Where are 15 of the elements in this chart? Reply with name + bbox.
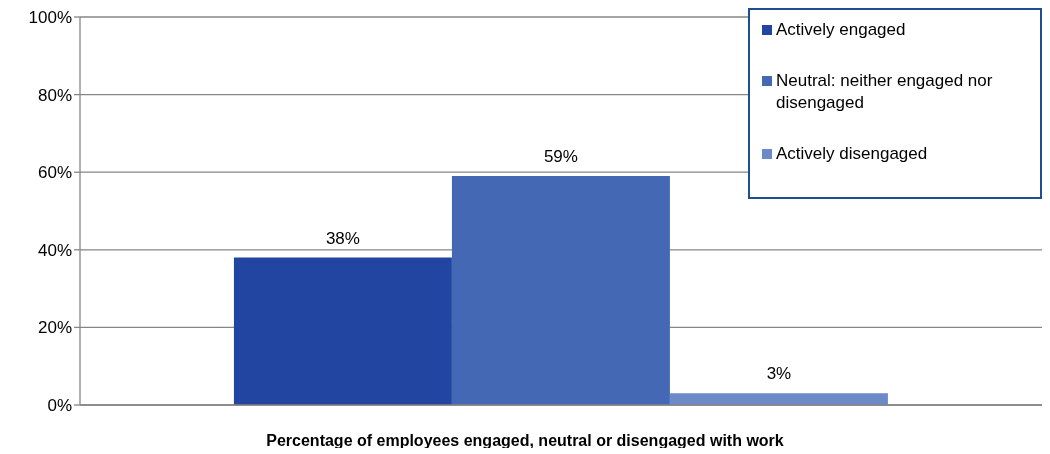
y-tick-label: 80%	[37, 85, 72, 105]
legend-label: Actively engaged	[776, 19, 906, 41]
bar	[233, 257, 452, 405]
data-label: 38%	[325, 228, 360, 248]
y-tick-label: 0%	[47, 396, 72, 416]
data-label: 3%	[766, 364, 792, 384]
y-tick-label: 100%	[28, 8, 72, 28]
legend-label: Actively disengaged	[776, 143, 928, 165]
legend-label: Neutral: neither engaged nor disengaged	[776, 70, 994, 114]
y-tick-label: 60%	[37, 163, 72, 183]
data-label: 59%	[543, 147, 578, 167]
bar	[669, 393, 888, 405]
y-tick-label: 40%	[37, 240, 72, 260]
y-tick-label: 20%	[37, 318, 72, 338]
bar	[451, 176, 670, 405]
